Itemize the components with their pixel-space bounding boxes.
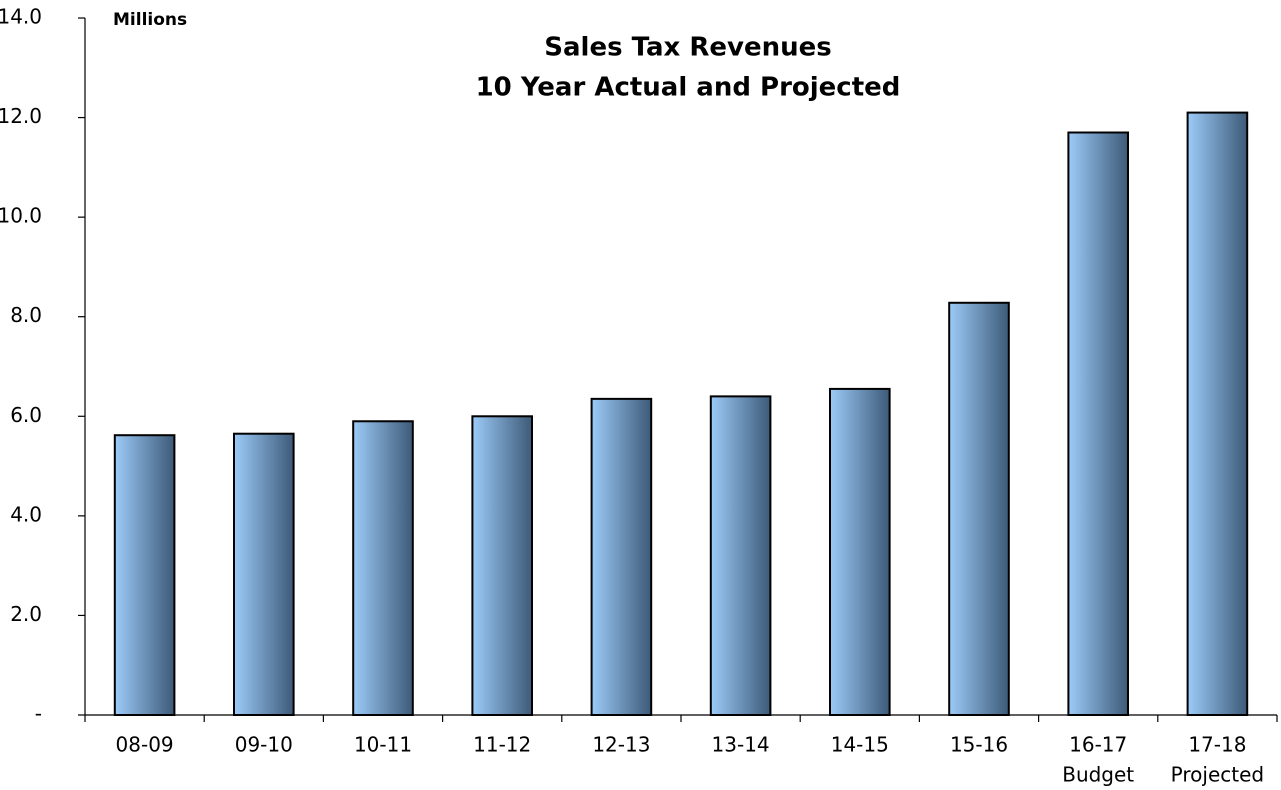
x-tick-label: 15-16 [950, 733, 1008, 757]
x-tick-label: 10-11 [354, 733, 412, 757]
x-tick-label: 11-12 [473, 733, 531, 757]
bar [1067, 131, 1130, 716]
y-tick-label: 14.0 [0, 5, 42, 29]
y-tick-label: 10.0 [0, 204, 42, 228]
bar [948, 301, 1010, 716]
bar [113, 434, 176, 716]
y-tick-label: 8.0 [10, 303, 42, 327]
bar [1186, 111, 1249, 717]
bar [471, 415, 533, 716]
bar [233, 432, 295, 716]
x-tick-label: 12-13 [592, 733, 650, 757]
y-axis-label: Millions [113, 10, 187, 30]
chart-subtitle: 10 Year Actual and Projected [476, 73, 901, 103]
y-tick-label: - [35, 702, 42, 726]
y-tick-label: 12.0 [0, 104, 42, 128]
x-tick-label: 17-18 [1188, 733, 1246, 757]
bar [590, 397, 653, 716]
y-tick-label: 2.0 [10, 602, 42, 626]
bar [829, 387, 891, 716]
x-tick-label: 13-14 [712, 733, 770, 757]
chart-title: Sales Tax Revenues [544, 33, 831, 63]
x-tick-label: Budget [1062, 763, 1134, 787]
x-tick-label: 08-09 [116, 733, 174, 757]
y-tick-label: 6.0 [10, 403, 42, 427]
x-tick-label: 14-15 [831, 733, 889, 757]
bar [352, 420, 414, 716]
x-tick-label: 09-10 [235, 733, 293, 757]
x-tick-label: 16-17 [1069, 733, 1127, 757]
x-tick-label: Projected [1171, 763, 1264, 787]
y-tick-label: 4.0 [10, 502, 42, 526]
bar [709, 395, 772, 716]
